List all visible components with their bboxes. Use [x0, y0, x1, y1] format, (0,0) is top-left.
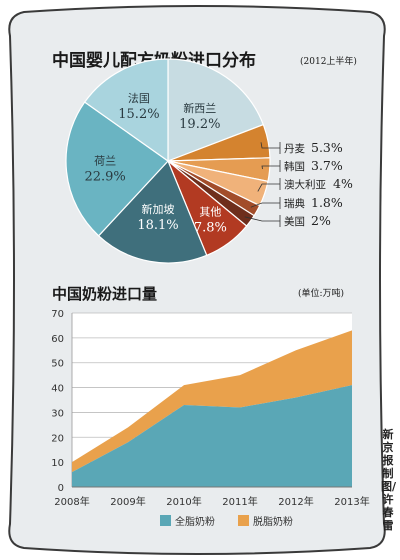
legend-swatch: [160, 515, 171, 526]
callout-line: [244, 216, 280, 222]
callout-label: 瑞典: [284, 197, 305, 210]
pie-callouts: 丹麦 5.3% 韩国 3.7% 澳大利亚 4% 瑞典 1.8% 美国 2%: [244, 140, 353, 228]
pie-slice-value: 15.2%: [118, 107, 159, 122]
area-legend: 全脂奶粉 脱脂奶粉: [160, 515, 293, 528]
callout-label: 韩国: [284, 160, 305, 173]
callout-value: 2%: [311, 213, 331, 228]
pie-slice-value: 22.9%: [84, 170, 125, 185]
area-chart: 0 10 20 30 40 50 60 70 2008年 2009年 2010年 2011年 2012年…: [51, 309, 369, 508]
callout-label: 美国: [284, 215, 305, 228]
area-chart-title: 中国奶粉进口量: [52, 285, 157, 303]
callout-value: 3.7%: [311, 158, 343, 173]
x-tick-label: 2012年: [278, 495, 313, 508]
credit-text: 新京报制图/许春雷: [381, 428, 397, 532]
y-tick-label: 20: [51, 433, 64, 444]
y-tick-label: 40: [51, 384, 64, 395]
y-tick-label: 10: [51, 458, 64, 469]
pie-slice: [83, 58, 169, 163]
callout-line: [257, 183, 280, 192]
legend-label: 全脂奶粉: [175, 515, 215, 528]
pie-slice-name: 荷兰: [94, 155, 116, 168]
legend-swatch: [238, 515, 249, 526]
x-tick-label: 2008年: [54, 495, 89, 508]
pie-slice-name: 法国: [128, 91, 150, 105]
x-tick-label: 2013年: [334, 495, 369, 508]
callout-label: 丹麦: [284, 143, 305, 155]
pie-slice: [65, 101, 169, 237]
x-tick-label: 2009年: [110, 495, 145, 508]
series-whole-milk-area: [72, 385, 352, 487]
callout-value: 1.8%: [311, 195, 343, 210]
pie-slice: [97, 159, 208, 264]
pie-slice-value: 7.8%: [194, 220, 227, 235]
pie-slice-value: 18.1%: [137, 218, 178, 233]
pie-slice-name: 新加坡: [142, 202, 175, 216]
y-tick-label: 60: [51, 334, 64, 345]
pie-chart-subtitle: (2012上半年): [300, 55, 357, 67]
callout-line: [260, 142, 280, 149]
y-tick-label: 50: [51, 359, 64, 370]
callout-value: 5.3%: [311, 140, 343, 155]
callout-line: [250, 202, 280, 208]
x-tick-label: 2011年: [222, 495, 257, 508]
callout-line: [261, 165, 280, 170]
series-skim-milk-area: [72, 330, 352, 473]
pie-slice-name: 新西兰: [183, 101, 216, 115]
pie-slice-value: 19.2%: [179, 117, 220, 132]
pie-chart: 新西兰 19.2% 其他 7.8% 新加坡 18.1% 荷兰 22.9% 法国 15.2%: [65, 58, 271, 264]
callout-label: 澳大利亚: [284, 178, 326, 191]
y-tick-label: 30: [51, 408, 64, 419]
y-tick-label: 0: [58, 483, 64, 494]
x-tick-label: 2010年: [166, 495, 201, 508]
y-tick-label: 70: [51, 309, 64, 320]
area-chart-unit: (单位:万吨): [298, 287, 344, 299]
legend-label: 脱脂奶粉: [253, 515, 293, 528]
callout-value: 4%: [333, 176, 353, 191]
pie-slice-name: 其他: [199, 205, 221, 218]
pie-slice: [167, 58, 265, 162]
